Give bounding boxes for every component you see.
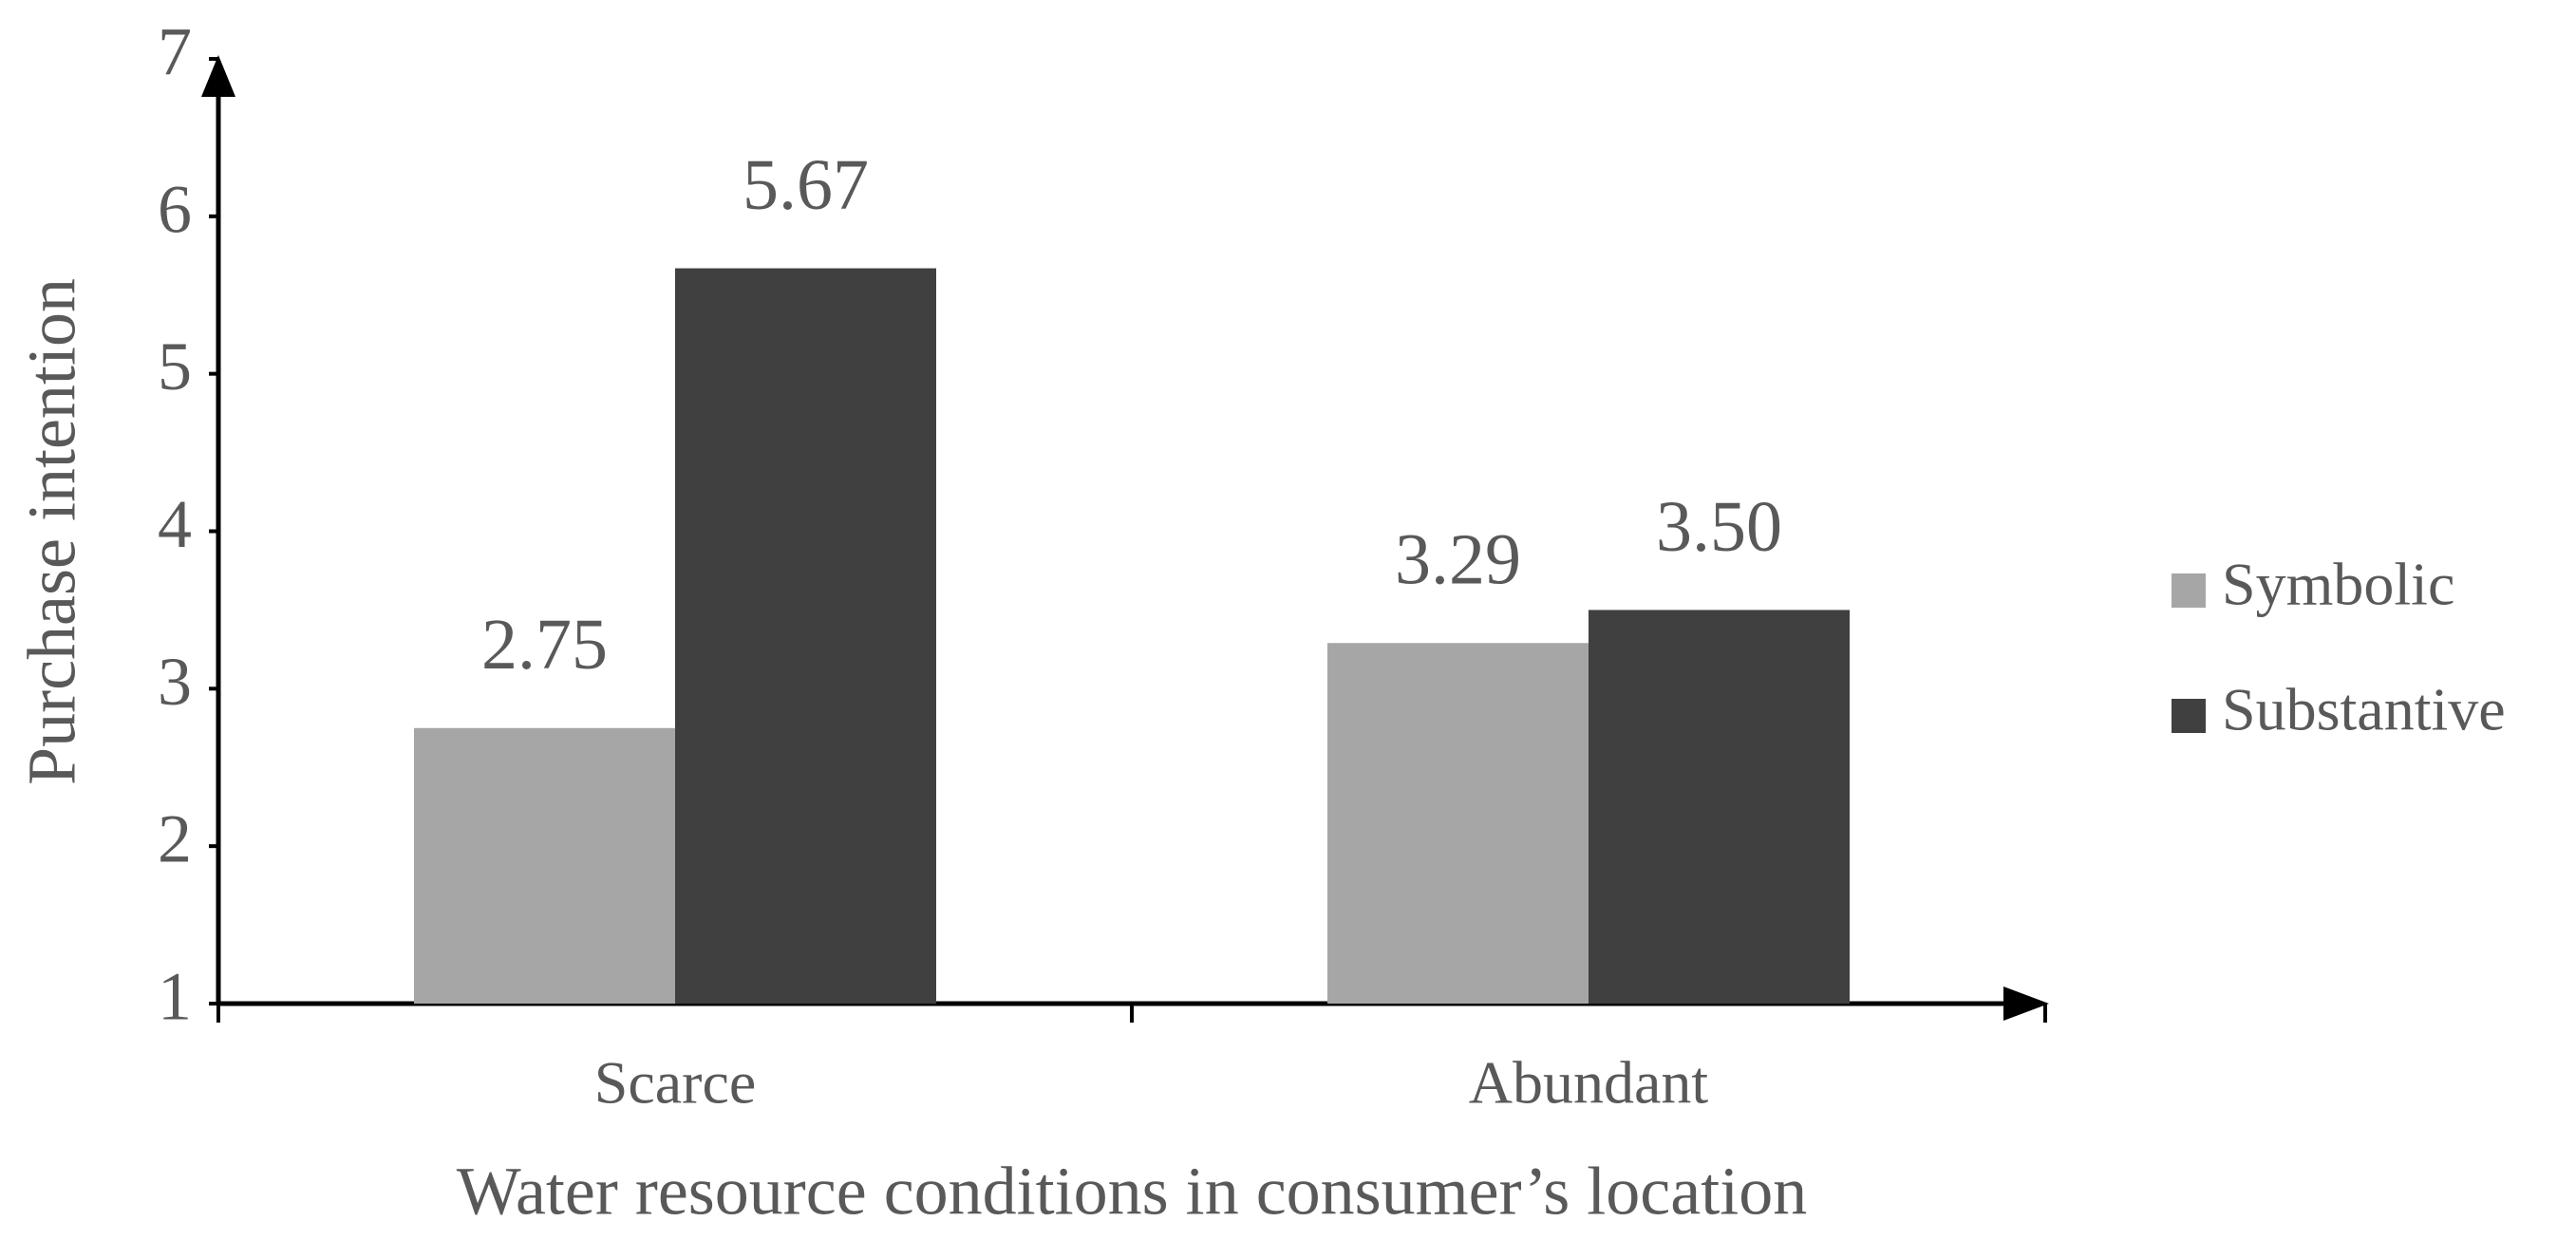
data-label: 5.67 [743,145,869,225]
x-axis-arrow [2003,987,2049,1021]
x-tick-label: Scarce [594,1049,757,1117]
x-tick-label: Abundant [1469,1049,1709,1117]
legend-swatch [2172,573,2206,608]
data-label: 2.75 [481,605,608,685]
y-tick-label: 5 [158,329,192,404]
legend-label: Substantive [2222,676,2506,743]
bar [414,727,675,1004]
y-tick-label: 6 [158,171,192,247]
y-axis-arrow [201,55,235,97]
y-tick-label: 7 [158,14,192,90]
legend-label: Symbolic [2222,551,2454,618]
bar [1589,610,1850,1004]
bar [675,268,936,1004]
data-label: 3.50 [1656,487,1782,567]
y-tick-label: 2 [158,801,192,877]
legend-swatch [2172,699,2206,733]
y-tick-label: 4 [158,486,192,562]
y-tick-label: 1 [158,959,192,1035]
y-axis-title: Purchase intention [14,278,90,785]
x-axis-title: Water resource conditions in consumer’s … [457,1154,1807,1230]
data-label: 3.29 [1395,520,1521,600]
y-tick-label: 3 [158,644,192,720]
bar [1327,643,1589,1004]
